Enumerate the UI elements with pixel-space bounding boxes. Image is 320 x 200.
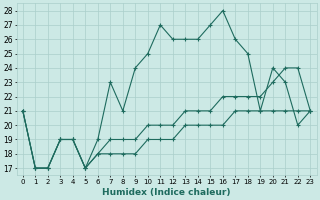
X-axis label: Humidex (Indice chaleur): Humidex (Indice chaleur) [102,188,231,197]
